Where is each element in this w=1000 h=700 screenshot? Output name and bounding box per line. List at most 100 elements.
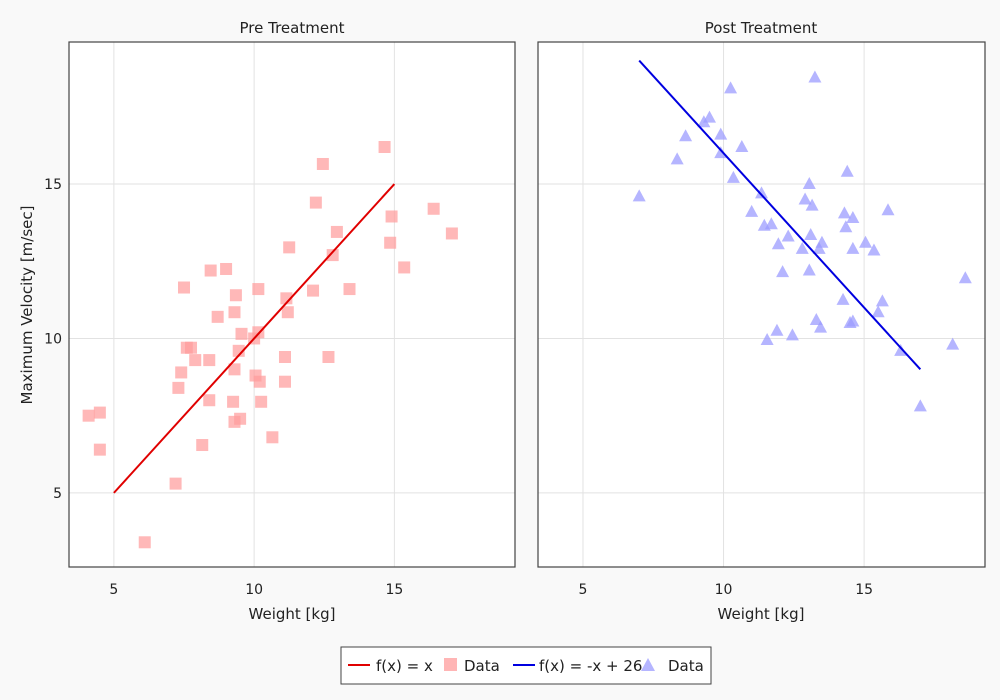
data-point-triangle: [670, 152, 684, 165]
x-tick-label: 5: [109, 582, 118, 598]
data-point-triangle: [760, 333, 774, 346]
legend-square-marker: [444, 658, 457, 671]
data-point-square: [234, 412, 247, 425]
legend-label: f(x) = -x + 26: [539, 657, 642, 675]
data-point-triangle: [745, 204, 759, 217]
data-point-triangle: [958, 271, 972, 284]
data-point-square: [175, 366, 188, 379]
data-point-triangle: [839, 220, 853, 233]
data-point-triangle: [809, 312, 823, 325]
data-point-triangle: [802, 177, 816, 190]
legend: f(x) = x Data f(x) = -x + 26 Data: [340, 646, 712, 685]
data-point-triangle: [735, 140, 749, 152]
legend-label: Data: [668, 657, 704, 675]
data-point-triangle: [802, 263, 816, 276]
panel-title: Post Treatment: [705, 19, 818, 37]
data-point-square: [82, 409, 95, 422]
data-point-square: [185, 341, 198, 354]
data-point-square: [232, 344, 245, 357]
y-tick-label: 10: [44, 331, 62, 347]
data-point-square: [255, 395, 268, 408]
data-point-triangle: [894, 343, 908, 356]
data-point-triangle: [814, 320, 828, 333]
data-point-triangle: [846, 314, 860, 327]
legend-label: f(x) = x: [376, 657, 433, 675]
x-tick-label: 10: [715, 582, 733, 598]
plot-area: [69, 42, 515, 567]
data-point-triangle: [795, 241, 809, 254]
data-point-triangle: [946, 337, 960, 350]
data-point-square: [220, 262, 233, 275]
data-point-triangle: [632, 189, 646, 202]
data-point-triangle: [859, 235, 873, 248]
data-point-square: [278, 375, 291, 388]
data-point-square: [169, 477, 182, 490]
data-point-square: [316, 157, 329, 170]
data-point-square: [322, 351, 335, 363]
data-point-triangle: [714, 127, 728, 140]
data-point-triangle: [881, 203, 895, 216]
data-point-square: [203, 354, 216, 367]
data-point-square: [138, 536, 151, 549]
data-point-triangle: [846, 211, 860, 224]
data-point-square: [211, 310, 224, 323]
data-point-triangle: [798, 192, 812, 205]
data-point-triangle: [812, 241, 826, 254]
data-point-square: [253, 375, 266, 388]
data-point-square: [378, 141, 391, 153]
data-point-triangle: [808, 70, 822, 83]
data-point-square: [384, 236, 397, 249]
data-point-square: [280, 292, 293, 305]
x-tick-label: 15: [855, 582, 873, 598]
grid-lines: [538, 42, 985, 567]
data-point-triangle: [714, 146, 728, 159]
x-tick-labels: 5 10 15: [109, 582, 403, 598]
data-point-square: [93, 443, 106, 456]
data-point-square: [229, 289, 242, 302]
data-point-triangle: [679, 129, 693, 142]
data-point-triangle: [771, 237, 785, 250]
data-point-square: [427, 202, 440, 215]
data-point-square: [266, 431, 279, 444]
x-tick-label: 5: [579, 582, 588, 598]
y-tick-label: 15: [44, 177, 62, 193]
data-point-triangle: [805, 198, 819, 211]
x-tick-labels: 5 10 15: [579, 582, 874, 598]
x-axis-label: Weight [kg]: [718, 605, 805, 623]
data-point-triangle: [755, 186, 768, 199]
panel-pre-treatment: 5 10 15 5 10 15 Pre Treatment Weight [kg] Ma…: [18, 19, 516, 623]
data-point-square: [281, 306, 294, 319]
data-point-triangle: [764, 217, 778, 230]
legend-triangle-marker: [641, 658, 655, 671]
data-point-triangle: [846, 241, 860, 254]
data-point-square: [204, 264, 217, 277]
data-point-triangle: [815, 235, 829, 248]
data-point-triangle: [726, 170, 740, 183]
data-point-square: [283, 241, 296, 254]
x-tick-label: 10: [245, 582, 263, 598]
data-point-triangle: [875, 294, 889, 307]
data-point-square: [228, 306, 241, 319]
data-point-square: [307, 284, 320, 297]
data-point-square: [385, 210, 398, 223]
data-point-square: [252, 283, 265, 296]
plot-frame: [68, 41, 516, 568]
data-point-triangle: [776, 265, 790, 278]
data-point-square: [343, 283, 356, 296]
data-point-square: [93, 406, 106, 419]
data-point-triangle: [840, 164, 854, 177]
data-point-square: [172, 381, 185, 394]
data-point-triangle: [836, 292, 850, 305]
plot-area: [538, 42, 985, 567]
data-point-triangle: [867, 243, 881, 256]
data-point-triangle: [724, 81, 738, 94]
y-axis-label: Maximum Velocity [m/sec]: [18, 206, 36, 405]
plot-frame: [537, 41, 986, 568]
data-point-square: [309, 196, 322, 209]
data-point-square: [330, 225, 343, 238]
y-tick-label: 5: [53, 486, 62, 502]
data-point-triangle: [804, 228, 818, 241]
data-marks: [632, 59, 972, 412]
x-axis-label: Weight [kg]: [249, 605, 336, 623]
data-point-square: [228, 363, 241, 376]
